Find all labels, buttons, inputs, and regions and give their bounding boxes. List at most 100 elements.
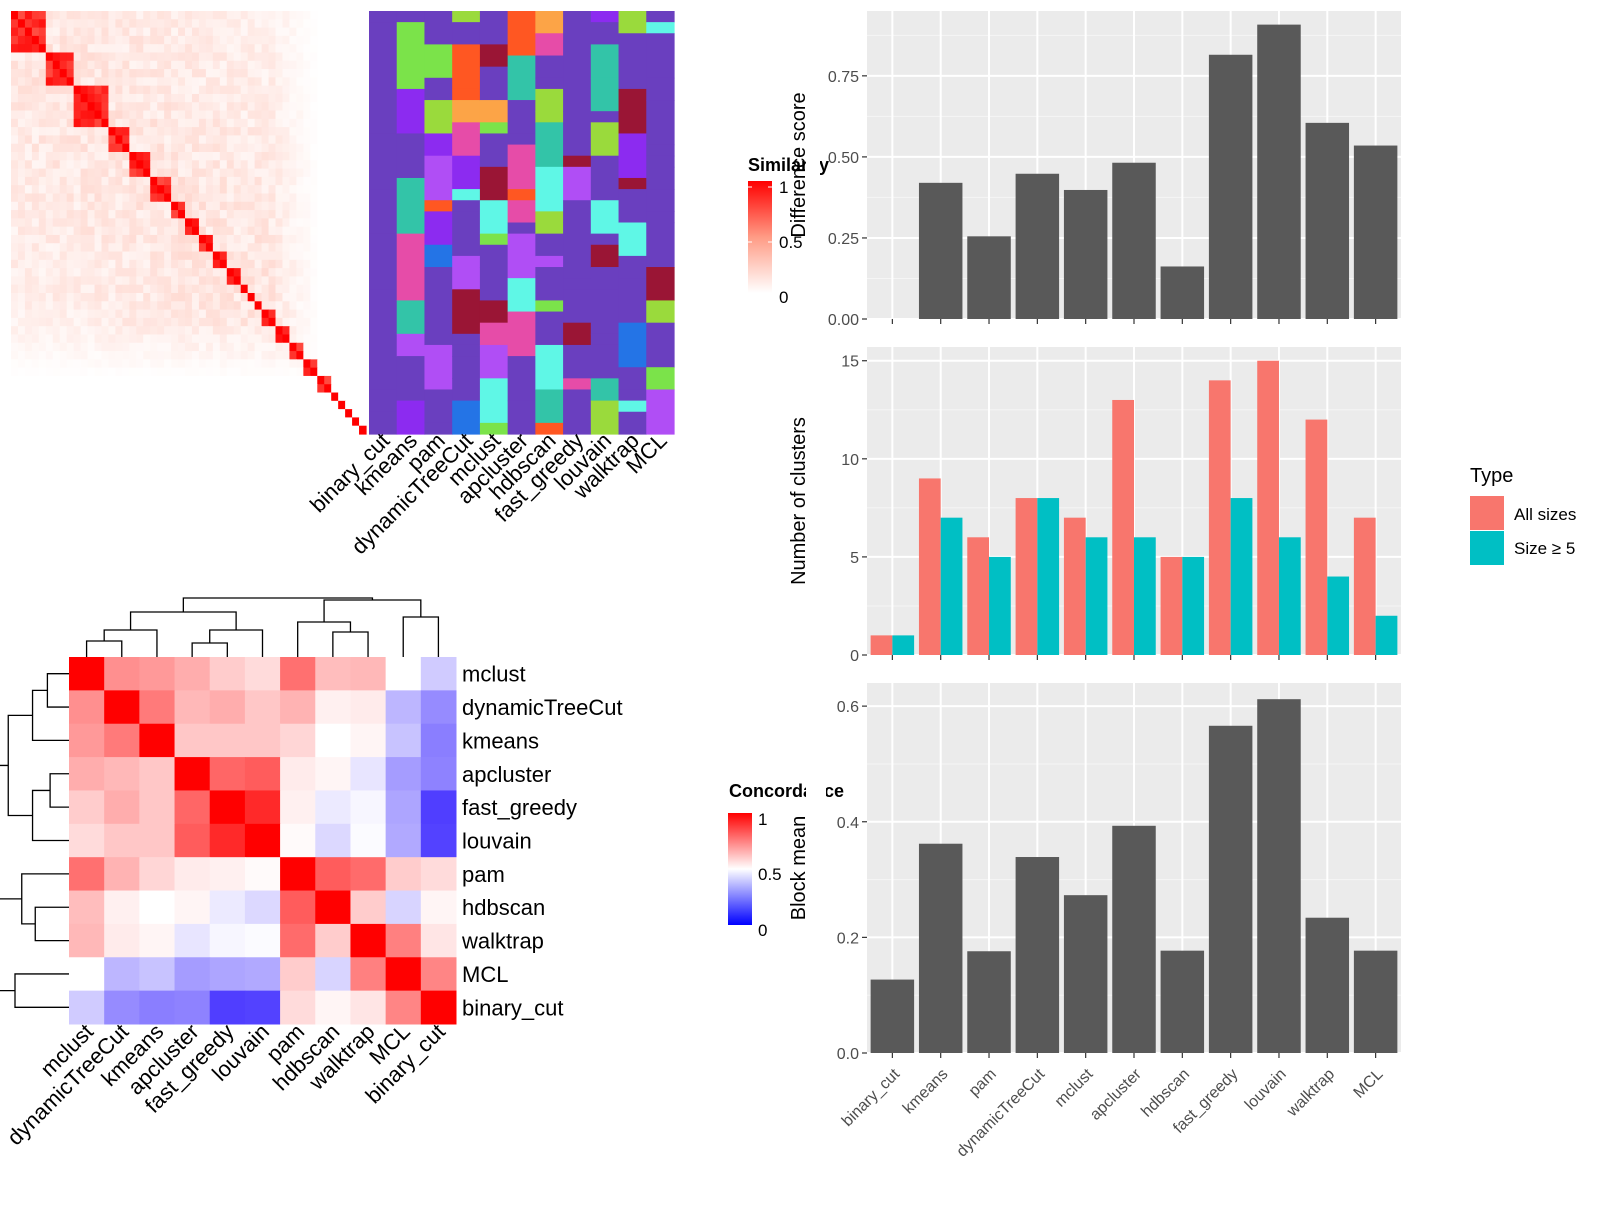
similarity-cell [268, 268, 277, 278]
similarity-cell [275, 400, 284, 410]
similarity-cell [275, 201, 284, 211]
cluster-cell [535, 344, 564, 391]
similarity-cell [24, 259, 33, 269]
similarity-cell [66, 176, 75, 186]
similarity-cell [303, 69, 311, 78]
similarity-cell [345, 77, 353, 87]
similarity-cell [52, 60, 61, 70]
similarity-cell [59, 259, 68, 269]
similarity-cell [80, 276, 89, 286]
similarity-cell [129, 160, 137, 170]
cluster-cell [396, 177, 426, 235]
similarity-cell [275, 234, 284, 244]
concordance-cell [350, 823, 387, 858]
similarity-cell [129, 234, 137, 244]
similarity-cell [345, 342, 353, 352]
similarity-cell [101, 417, 110, 427]
similarity-cell [205, 359, 214, 369]
similarity-cell [171, 160, 179, 170]
similarity-cell [143, 185, 151, 195]
similarity-cell [275, 367, 284, 377]
similarity-cell [17, 409, 26, 419]
similarity-cell [59, 176, 68, 186]
similarity-cell [164, 351, 172, 360]
similarity-cell [136, 293, 144, 302]
similarity-cell [108, 400, 117, 410]
similarity-cell [359, 359, 367, 369]
similarity-cell [359, 276, 367, 286]
similarity-cell [17, 110, 26, 120]
similarity-cell [73, 27, 82, 37]
similarity-cell [157, 234, 165, 244]
cluster-cell [452, 400, 481, 435]
similarity-cell [296, 317, 304, 327]
similarity-cell [275, 392, 284, 402]
similarity-cell [59, 11, 68, 20]
similarity-cell [212, 425, 221, 435]
similarity-cell [317, 27, 325, 37]
similarity-cell [338, 375, 346, 385]
similarity-cell [345, 110, 353, 120]
similarity-cell [66, 284, 75, 294]
similarity-cell [80, 226, 89, 236]
similarity-cell [282, 226, 291, 236]
similarity-cell [233, 392, 242, 402]
similarity-cell [31, 168, 40, 178]
similarity-cell [178, 351, 186, 360]
similarity-cell [157, 342, 165, 352]
similarity-cell [254, 19, 263, 29]
similarity-cell [178, 69, 186, 78]
similarity-cell [101, 359, 110, 369]
similarity-cell [101, 218, 110, 228]
similarity-cell [31, 69, 40, 78]
similarity-cell [59, 392, 68, 402]
concordance-cell [104, 923, 140, 958]
similarity-cell [87, 60, 96, 70]
similarity-cell [289, 417, 297, 427]
similarity-cell [66, 193, 75, 203]
bar-size-ge-5 [1327, 576, 1350, 655]
similarity-cell [317, 102, 325, 112]
similarity-cell [108, 69, 117, 78]
similarity-cell [282, 143, 291, 153]
cluster-cell [479, 244, 509, 268]
similarity-cell [80, 425, 89, 435]
similarity-cell [317, 259, 325, 269]
similarity-cell [303, 118, 311, 128]
similarity-cell [59, 359, 68, 369]
similarity-cell [198, 309, 207, 319]
cluster-cell [369, 389, 398, 413]
similarity-cell [205, 27, 214, 37]
similarity-cell [115, 317, 123, 327]
similarity-cell [185, 293, 193, 302]
similarity-cell [191, 276, 200, 286]
similarity-cell [122, 234, 130, 244]
cluster-cell [479, 166, 509, 201]
cluster-cell [396, 356, 426, 402]
similarity-cell [296, 218, 304, 228]
similarity-cell [24, 69, 33, 78]
legend-clip-mask [806, 150, 820, 190]
concordance-cell [139, 890, 176, 925]
similarity-cell [136, 301, 144, 311]
similarity-cell [282, 110, 291, 120]
similarity-cell [143, 110, 151, 120]
similarity-cell [345, 301, 353, 311]
similarity-cell [143, 425, 151, 435]
similarity-cell [219, 334, 228, 344]
concordance-cell [385, 757, 422, 791]
similarity-cell [324, 93, 332, 103]
similarity-cell [129, 210, 137, 219]
similarity-cell [45, 135, 54, 145]
similarity-cell [338, 52, 346, 62]
similarity-cell [45, 77, 54, 87]
similarity-cell [31, 243, 40, 253]
similarity-cell [164, 317, 172, 327]
similarity-cell [289, 234, 297, 244]
y-tick-label: 0.6 [837, 699, 859, 716]
similarity-cell [219, 127, 228, 137]
similarity-cell [198, 351, 207, 360]
similarity-cell [240, 160, 249, 170]
similarity-cell [87, 251, 96, 261]
similarity-cell [136, 160, 144, 170]
